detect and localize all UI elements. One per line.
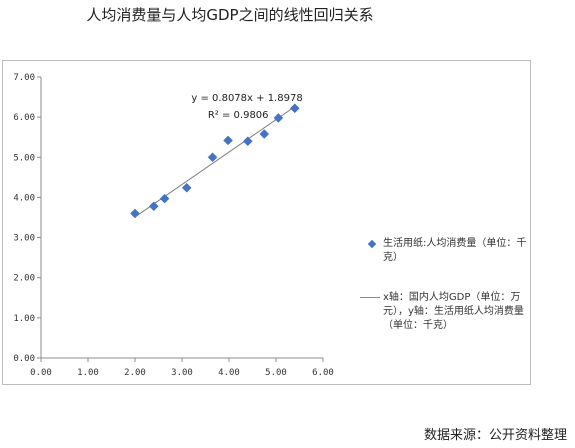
data-point — [273, 113, 284, 123]
x-tick-label: 0.00 — [30, 368, 52, 378]
trendline-r2: R² = 0.9806 — [208, 110, 269, 121]
data-point — [181, 182, 192, 193]
x-tick-label: 2.00 — [124, 368, 146, 378]
y-tick-label: 7.00 — [13, 73, 35, 83]
trendline-equation: y = 0.8078x + 1.8978 — [191, 93, 302, 104]
legend-item-trendline: x轴：国内人均GDP（单位：万元），y轴：生活用纸人均消费量（单位：千克） — [359, 291, 539, 333]
source-note: 数据来源：公开资料整理 — [423, 428, 567, 443]
trendline — [134, 106, 296, 218]
scatter-plot: 0.00 1.00 2.00 3.00 4.00 5.00 6.00 7.00 0.00 1.00… — [13, 73, 334, 378]
diamond-marker-icon — [367, 239, 377, 249]
data-point — [159, 193, 170, 204]
line-marker-icon — [360, 297, 380, 298]
data-point — [223, 135, 233, 146]
data-point — [207, 152, 218, 163]
data-point — [289, 103, 300, 114]
chart-frame: 0.00 1.00 2.00 3.00 4.00 5.00 6.00 7.00 0.00 1.00… — [2, 60, 531, 385]
data-point — [242, 136, 253, 147]
legend-label-trendline: x轴：国内人均GDP（单位：万元），y轴：生活用纸人均消费量（单位：千克） — [383, 292, 524, 331]
chart-title: 人均消费量与人均GDP之间的线性回归关系 — [86, 6, 374, 24]
legend: 生活用纸:人均消费量（单位：千克） x轴：国内人均GDP（单位：万元），y轴：生… — [359, 237, 539, 359]
legend-item-scatter: 生活用纸:人均消费量（单位：千克） — [359, 237, 539, 265]
x-tick-label: 1.00 — [77, 368, 99, 378]
data-point — [259, 129, 270, 139]
x-tick-label: 6.00 — [312, 368, 334, 378]
x-tick-label: 3.00 — [171, 368, 193, 378]
data-point — [148, 201, 159, 212]
y-tick-label: 2.00 — [13, 274, 35, 284]
legend-label-scatter: 生活用纸:人均消费量（单位：千克） — [383, 238, 527, 263]
y-tick-label: 3.00 — [13, 234, 35, 244]
y-tick-label: 1.00 — [13, 314, 35, 324]
y-tick-label: 0.00 — [13, 354, 35, 364]
y-tick-label: 5.00 — [13, 153, 35, 163]
y-tick-label: 6.00 — [13, 113, 35, 123]
data-point — [130, 208, 140, 219]
x-tick-label: 5.00 — [265, 368, 287, 378]
x-tick-label: 4.00 — [218, 368, 240, 378]
y-tick-label: 4.00 — [13, 193, 35, 203]
